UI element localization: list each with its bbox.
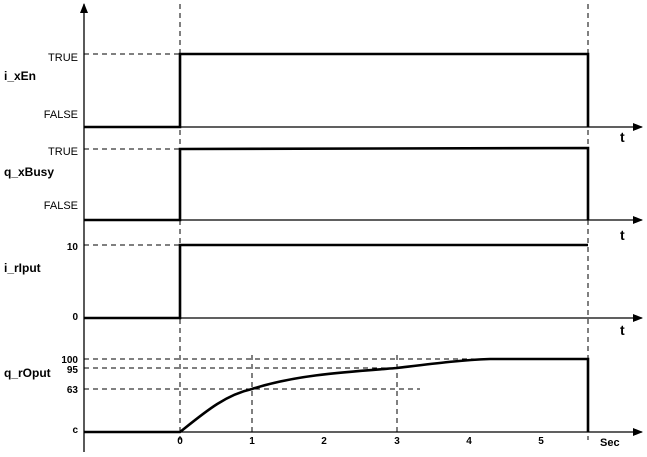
i-xen-waveform [84,52,590,129]
signal-name-q-xbusy: q_xBusy [4,165,54,179]
q-roput-level-95: 95 [67,365,79,376]
time-tick-3: 3 [394,436,400,447]
q-xbusy-waveform [84,146,590,222]
i-riput-waveform [84,243,588,320]
i-xen-axis-t-label: t [620,129,625,145]
signal-i-xen: i_xEn TRUE FALSE t [4,52,643,145]
time-tick-2: 2 [321,436,327,447]
signal-i-riput: i_rIput 10 0 t [4,242,643,338]
signal-name-i-riput: i_rIput [4,261,41,275]
signal-q-roput: q_rOput 100 95 63 c Sec 0 1 2 3 4 5 [4,355,643,449]
signal-name-q-roput: q_rOput [4,366,51,380]
i-riput-low-label: 0 [72,312,78,323]
q-xbusy-true-label: TRUE [48,146,78,158]
time-tick-5: 5 [538,436,544,447]
q-roput-level-100: 100 [61,355,78,366]
q-roput-level-63: 63 [67,385,79,396]
i-riput-axis-t-label: t [620,322,625,338]
q-roput-waveform [84,357,590,434]
i-xen-true-label: TRUE [48,52,78,64]
q-roput-level-c: c [72,425,78,436]
q-xbusy-false-label: FALSE [44,200,78,212]
i-xen-false-label: FALSE [44,109,78,121]
time-tick-4: 4 [466,436,472,447]
time-tick-0: 0 [177,436,183,447]
i-riput-high-label: 10 [67,242,79,253]
time-tick-1: 1 [249,436,255,447]
signal-name-i-xen: i_xEn [4,69,36,83]
signal-q-xbusy: q_xBusy TRUE FALSE t [4,146,643,243]
q-xbusy-axis-t-label: t [620,227,625,243]
q-roput-axis-sec-label: Sec [600,437,620,449]
time-tick-labels: 0 1 2 3 4 5 [177,436,544,447]
